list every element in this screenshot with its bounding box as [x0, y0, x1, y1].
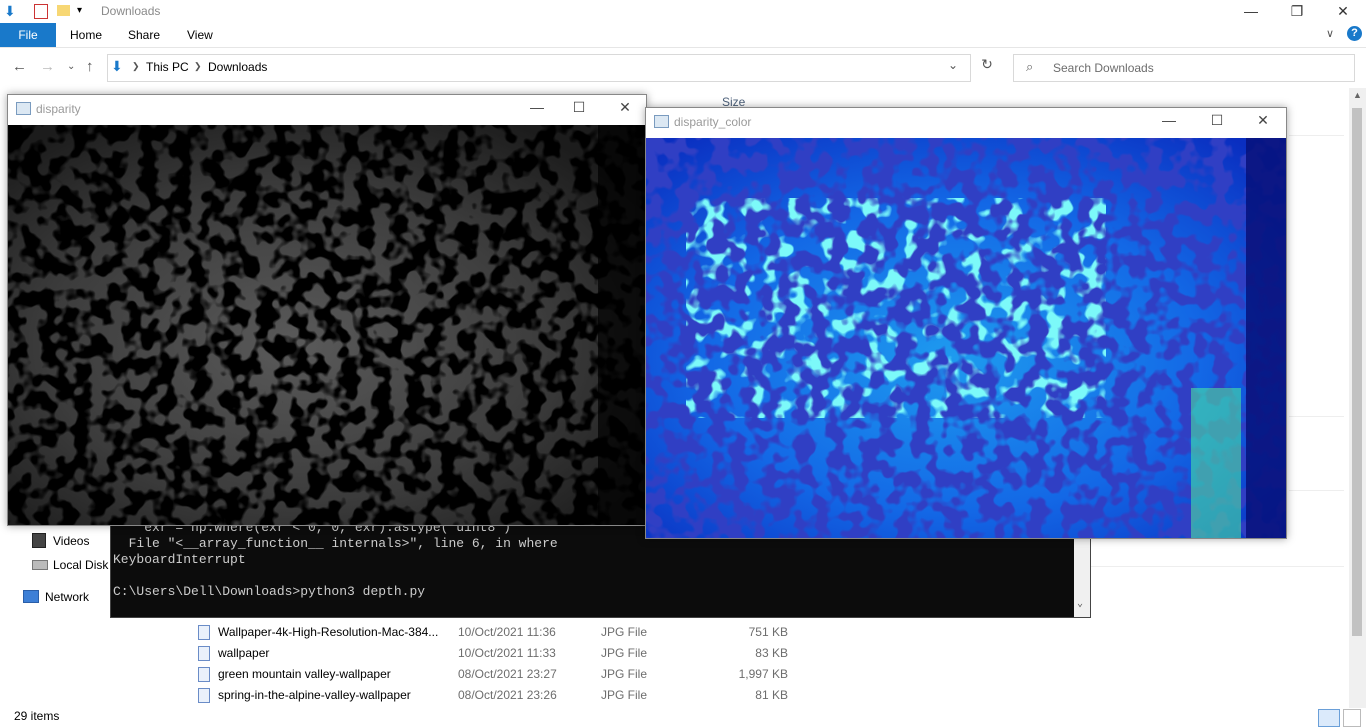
vertical-scrollbar[interactable]: ▲ [1349, 88, 1366, 708]
maximize-icon[interactable]: ☐ [1210, 112, 1224, 128]
file-name: spring-in-the-alpine-valley-wallpaper [218, 688, 411, 702]
customize-dropdown-icon[interactable]: ▾ [77, 5, 83, 16]
recent-locations-icon[interactable]: ⌄ [67, 61, 76, 72]
search-box[interactable]: ⌕ Search Downloads [1013, 54, 1355, 82]
folder-icon[interactable] [57, 5, 70, 16]
disparity-color-image [646, 138, 1286, 538]
file-type: JPG File [601, 646, 648, 660]
disparity-color-window-title: disparity_color [674, 115, 752, 129]
minimize-icon[interactable]: — [1162, 112, 1176, 128]
nav-item-label: Local Disk [53, 558, 109, 572]
column-header-size[interactable]: Size [722, 95, 746, 109]
ribbon [0, 23, 1366, 48]
breadcrumb-this-pc[interactable]: This PC [146, 60, 189, 74]
jpg-file-icon [198, 688, 210, 703]
refresh-icon[interactable]: ↻ [981, 56, 993, 72]
status-item-count: 29 items [14, 709, 60, 723]
file-type: JPG File [601, 667, 648, 681]
down-arrow-icon[interactable]: ⬇ [4, 3, 16, 19]
explorer-title-bar: ⬇ ▾ Downloads — ❐ ✕ [0, 0, 1366, 23]
jpg-file-icon [198, 646, 210, 661]
large-icons-view-icon[interactable] [1343, 709, 1361, 727]
scroll-down-icon[interactable]: ⌄ [1077, 599, 1084, 610]
divider [1289, 490, 1344, 491]
search-placeholder: Search Downloads [1053, 61, 1154, 75]
back-icon[interactable]: ← [12, 58, 27, 75]
forward-icon[interactable]: → [40, 58, 55, 75]
disparity-title-bar[interactable]: disparity — ☐ ✕ [8, 95, 646, 123]
disparity-image [8, 125, 646, 525]
divider [1089, 566, 1344, 567]
file-date: 08/Oct/2021 23:26 [458, 688, 557, 702]
maximize-icon[interactable]: ❐ [1290, 3, 1304, 19]
up-icon[interactable]: ↑ [86, 58, 94, 75]
file-row[interactable]: spring-in-the-alpine-valley-wallpaper 08… [193, 685, 793, 706]
address-bar[interactable]: ⬇ ❯ This PC ❯ Downloads ⌄ [107, 54, 971, 82]
divider [1289, 416, 1344, 417]
file-name: Wallpaper-4k-High-Resolution-Mac-384... [218, 625, 439, 639]
tab-file[interactable]: File [0, 23, 56, 47]
breadcrumb-separator-icon: ❯ [132, 61, 140, 71]
breadcrumb-separator-icon: ❯ [194, 61, 202, 71]
file-row[interactable]: Wallpaper-4k-High-Resolution-Mac-384... … [193, 622, 793, 643]
file-row[interactable]: green mountain valley-wallpaper 08/Oct/2… [193, 664, 793, 685]
file-size: 81 KB [755, 688, 788, 702]
close-icon[interactable]: ✕ [619, 99, 631, 115]
details-view-icon[interactable] [1318, 709, 1340, 727]
network-icon [23, 590, 39, 603]
breadcrumb-downloads[interactable]: Downloads [208, 60, 268, 74]
file-row[interactable]: wallpaper 10/Oct/2021 11:33 JPG File 83 … [193, 643, 793, 664]
file-date: 10/Oct/2021 11:33 [458, 646, 556, 660]
file-type: JPG File [601, 688, 648, 702]
jpg-file-icon [198, 667, 210, 682]
disk-icon [32, 560, 48, 570]
file-size: 1,997 KB [738, 667, 788, 681]
console-line: C:\Users\Dell\Downloads>python3 depth.py [113, 584, 426, 599]
window-title: Downloads [101, 4, 161, 18]
close-icon[interactable]: ✕ [1337, 3, 1349, 19]
console-line: KeyboardInterrupt [113, 552, 246, 567]
console-line: File "<__array_function__ internals>", l… [113, 536, 558, 551]
video-icon [32, 533, 46, 548]
tab-view[interactable]: View [187, 28, 213, 42]
downloads-icon: ⬇ [111, 58, 123, 74]
expand-ribbon-icon[interactable]: ∨ [1326, 28, 1335, 40]
maximize-icon[interactable]: ☐ [572, 99, 586, 115]
disparity-color-window[interactable]: disparity_color — ☐ ✕ [645, 107, 1287, 539]
nav-item-label: Network [45, 590, 90, 604]
file-type: JPG File [601, 625, 648, 639]
tab-home[interactable]: Home [70, 28, 103, 42]
close-icon[interactable]: ✕ [1257, 112, 1269, 128]
tab-share[interactable]: Share [128, 28, 161, 42]
nav-item-label: Videos [53, 534, 90, 548]
scroll-up-icon[interactable]: ▲ [1353, 90, 1362, 100]
address-dropdown-icon[interactable]: ⌄ [948, 58, 959, 72]
file-date: 08/Oct/2021 23:27 [458, 667, 557, 681]
scrollbar-thumb[interactable] [1352, 108, 1362, 636]
window-app-icon [654, 115, 669, 128]
search-icon: ⌕ [1026, 59, 1034, 74]
minimize-icon[interactable]: — [530, 99, 544, 115]
file-name: green mountain valley-wallpaper [218, 667, 391, 681]
file-size: 751 KB [748, 625, 788, 639]
disparity-color-title-bar[interactable]: disparity_color — ☐ ✕ [646, 108, 1286, 136]
file-date: 10/Oct/2021 11:36 [458, 625, 556, 639]
window-app-icon [16, 102, 31, 115]
jpg-file-icon [198, 625, 210, 640]
disparity-window[interactable]: disparity — ☐ ✕ [7, 94, 647, 526]
file-name: wallpaper [218, 646, 270, 660]
disparity-window-title: disparity [36, 102, 81, 116]
console-scrollbar[interactable]: ⌄ [1074, 519, 1090, 617]
divider [1289, 135, 1344, 136]
properties-icon[interactable] [34, 4, 48, 19]
file-size: 83 KB [755, 646, 788, 660]
help-icon[interactable]: ? [1347, 26, 1362, 41]
minimize-icon[interactable]: — [1244, 3, 1258, 19]
